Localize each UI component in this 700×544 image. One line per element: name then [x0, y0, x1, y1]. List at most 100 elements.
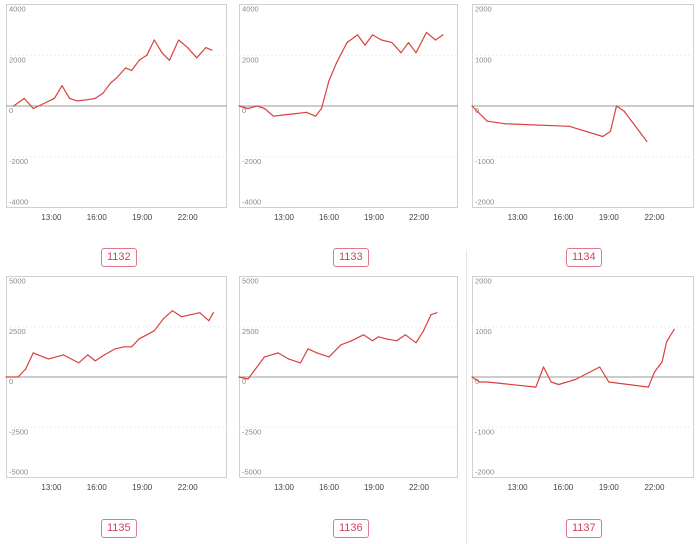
data-point — [277, 352, 279, 354]
x-tick-label: 22:00 — [644, 213, 665, 222]
y-tick-label: -2000 — [475, 468, 494, 477]
x-tick-label: 22:00 — [409, 483, 430, 492]
data-point — [114, 348, 116, 350]
x-tick-label: 19:00 — [599, 483, 620, 492]
data-point — [486, 120, 488, 122]
data-point — [256, 105, 258, 107]
data-point — [146, 334, 148, 336]
data-point — [415, 52, 417, 54]
chart-panel: 4000 2000 0 -2000 -4000 13:00 16:00 19:00 22:00 — [6, 4, 227, 228]
data-point — [350, 340, 353, 342]
y-tick-label: -4000 — [242, 198, 261, 207]
x-tick-label: 13:00 — [41, 483, 62, 492]
chart-panel: 4000 2000 0 -2000 -4000 13:00 16:00 19:00 22:00 — [238, 4, 458, 228]
x-tick-label: 13:00 — [508, 483, 529, 492]
data-point — [542, 366, 545, 368]
x-tick-label: 22:00 — [644, 483, 665, 492]
data-point — [356, 34, 359, 36]
data-point — [609, 130, 611, 132]
x-tick-label: 13:00 — [274, 483, 295, 492]
data-point — [299, 362, 302, 364]
data-point — [471, 376, 473, 378]
chart-panel: 2000 1000 0 -1000 -2000 13:00 16:00 19:00 22:00 — [471, 276, 694, 498]
chart-id-tag: 1136 — [333, 519, 369, 538]
data-point — [5, 376, 7, 378]
data-point — [558, 383, 560, 386]
data-point — [380, 39, 383, 41]
data-point — [32, 352, 34, 354]
chart-panel: 2000 1000 0 -1000 -2000 13:00 16:00 19:00 22:00 — [471, 4, 694, 228]
data-point — [314, 115, 317, 117]
data-point — [340, 344, 342, 346]
x-tick-label: 13:00 — [508, 213, 529, 222]
data-point — [673, 328, 675, 330]
x-tick-label: 19:00 — [132, 213, 153, 222]
data-point — [199, 312, 201, 314]
data-point — [364, 44, 366, 46]
y-tick-label: -4000 — [9, 198, 28, 207]
data-point — [479, 381, 481, 383]
y-tick-label: 4000 — [9, 5, 26, 14]
data-point — [87, 99, 89, 101]
data-point — [211, 49, 213, 51]
data-point — [138, 338, 140, 340]
y-tick-label: 0 — [9, 377, 13, 386]
data-point — [391, 41, 393, 44]
x-tick-label: 19:00 — [364, 213, 385, 222]
data-point — [196, 57, 198, 59]
data-point — [653, 371, 656, 373]
y-tick-label: 0 — [242, 106, 246, 115]
data-point — [103, 354, 105, 356]
data-point — [436, 312, 438, 314]
data-point — [68, 97, 71, 99]
data-point — [430, 314, 432, 316]
data-point — [320, 107, 323, 110]
data-point — [94, 97, 96, 99]
data-point — [17, 376, 19, 378]
series-line — [238, 312, 438, 380]
data-point — [283, 114, 285, 116]
data-point — [205, 47, 207, 49]
data-point — [407, 41, 410, 44]
y-tick-label: 0 — [9, 106, 13, 115]
data-point — [62, 354, 65, 356]
y-tick-label: 2000 — [475, 5, 492, 14]
y-tick-label: -2000 — [9, 157, 28, 166]
chart-panel: 5000 2500 0 -2500 -5000 13:00 16:00 19:00 22:00 — [238, 276, 458, 498]
y-tick-label: 1000 — [475, 327, 492, 336]
data-point — [661, 361, 663, 363]
y-tick-label: 2500 — [242, 327, 259, 336]
chart-id-tag: 1137 — [566, 519, 602, 538]
data-point — [371, 340, 374, 342]
data-point — [12, 105, 15, 107]
data-point — [615, 105, 618, 107]
data-point — [124, 67, 127, 69]
data-point — [287, 358, 290, 360]
x-tick-label: 13:00 — [41, 213, 62, 222]
y-tick-label: -1000 — [475, 427, 494, 436]
y-tick-label: 2000 — [9, 55, 26, 64]
data-point — [238, 105, 240, 107]
data-point — [471, 105, 473, 107]
data-point — [295, 113, 297, 115]
data-point — [504, 123, 507, 125]
x-tick-label: 16:00 — [319, 213, 340, 222]
y-tick-label: -2500 — [242, 427, 261, 436]
data-point — [146, 54, 148, 56]
data-point — [168, 59, 171, 61]
x-tick-label: 19:00 — [599, 213, 620, 222]
data-point — [535, 386, 537, 388]
data-point — [362, 334, 365, 336]
data-point — [422, 330, 425, 332]
y-tick-label: -5000 — [242, 468, 261, 477]
y-tick-label: 5000 — [9, 277, 26, 286]
data-point — [328, 80, 330, 82]
data-point — [138, 59, 140, 61]
y-tick-label: -2000 — [242, 157, 261, 166]
y-tick-label: 0 — [242, 377, 246, 386]
chart-svg: 4000 2000 0 -2000 -4000 13:00 16:00 19:00 22:00 — [6, 4, 227, 222]
data-point — [602, 135, 604, 138]
x-tick-label: 16:00 — [553, 483, 574, 492]
